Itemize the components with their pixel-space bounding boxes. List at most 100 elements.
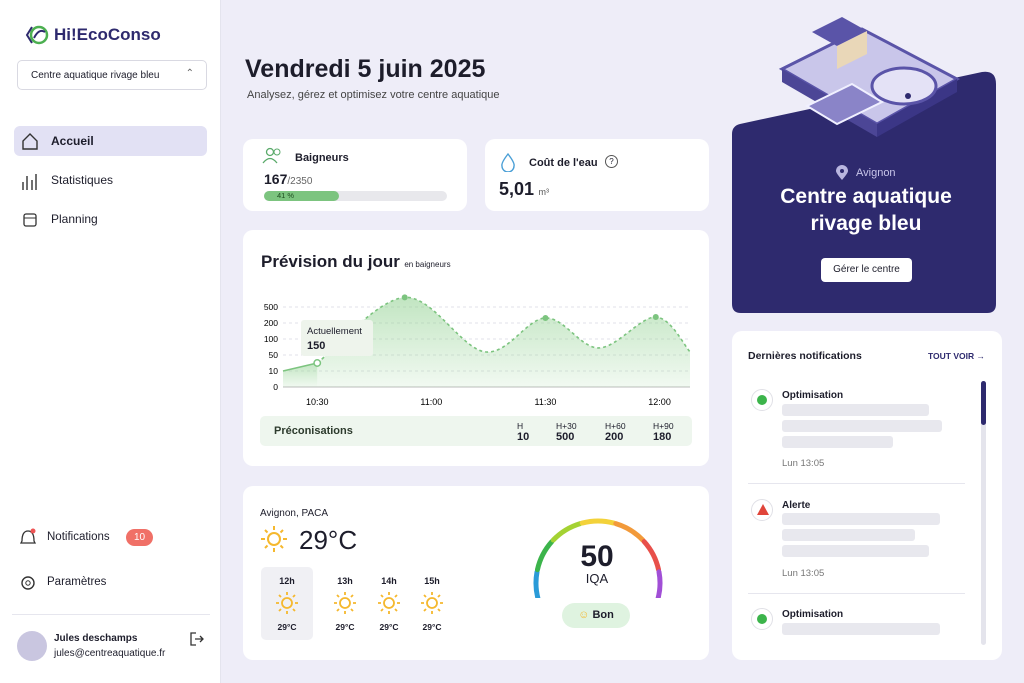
divider <box>748 593 965 594</box>
site-name: Centre aquatique rivage bleu <box>31 70 160 81</box>
decoration <box>261 526 287 552</box>
gauge-segment <box>550 521 583 543</box>
decoration <box>339 597 351 609</box>
decoration <box>757 504 769 515</box>
notifications-title: Dernières notifications <box>748 350 862 362</box>
help-icon[interactable]: ? <box>605 155 618 168</box>
x-tick-label: 12:00 <box>648 397 671 407</box>
bathers-capacity: /2350 <box>287 176 313 187</box>
y-tick-label: 10 <box>269 366 279 376</box>
notifications-card: Dernières notifications TOUT VOIR → Opti… <box>732 331 1002 660</box>
settings-link[interactable]: Paramètres <box>47 576 107 588</box>
placeholder <box>782 529 915 541</box>
menu-item[interactable]: Statistiques <box>51 173 114 187</box>
divider <box>12 614 210 615</box>
alert-icon <box>751 499 773 521</box>
current-hour-highlight <box>261 567 313 640</box>
decoration <box>334 592 356 614</box>
recommendation-column: H+60 <box>605 421 626 431</box>
current-value: 150 <box>307 340 326 352</box>
see-all-text: TOUT VOIR <box>928 351 975 361</box>
decoration <box>21 576 35 590</box>
decoration <box>378 592 400 614</box>
bathers-count: 167 <box>264 171 288 187</box>
predicted-area <box>317 297 690 387</box>
hour-label: 13h <box>337 576 353 586</box>
forecast-card: Prévision du jour en baigneurs 0 10 50 100 2… <box>243 230 709 466</box>
hour-sun <box>332 590 358 621</box>
notification-type: Optimisation <box>782 609 844 620</box>
recommendations: Préconisations H 10 H+30 500 H+60 200 H+90 180 <box>260 416 692 446</box>
forecast-title: Prévision du jour <box>261 252 400 271</box>
avatar <box>17 631 47 661</box>
occupancy-label: 41 % <box>277 191 295 200</box>
placeholder <box>782 404 929 416</box>
logo-icon <box>25 25 49 45</box>
decoration <box>804 82 885 126</box>
y-tick-label: 100 <box>264 334 278 344</box>
forecast-subtitle: en baigneurs <box>404 260 451 269</box>
menu-item[interactable]: Accueil <box>14 126 207 156</box>
drop-icon <box>501 152 515 172</box>
current-tooltip: Actuellement 150 <box>301 320 373 356</box>
bathers-label: Baigneurs <box>295 152 349 164</box>
recommendation-column: H+90 <box>653 421 674 431</box>
notifications-link[interactable]: Notifications <box>47 531 110 543</box>
chevron: ⌃ <box>185 68 194 79</box>
decoration <box>265 147 275 157</box>
bathers-count-row: 167/2350 <box>264 171 312 189</box>
decoration <box>29 25 49 45</box>
center-name: Centre aquatique rivage bleu <box>780 185 952 235</box>
pool-illustration <box>778 17 961 137</box>
aqi-value: 50 <box>580 540 614 573</box>
decoration <box>378 592 400 614</box>
decoration <box>22 133 38 150</box>
hour-temp: 29°C <box>379 622 399 632</box>
decoration <box>334 592 356 614</box>
user-email: jules@centreaquatique.fr <box>54 648 166 659</box>
decoration <box>33 29 46 39</box>
x-tick-label: 11:30 <box>535 397 557 407</box>
water-value: 5,01 <box>499 179 535 199</box>
placeholder <box>782 545 929 557</box>
decoration <box>276 592 298 614</box>
user-name: Jules deschamps <box>54 633 138 644</box>
decoration <box>840 169 844 173</box>
actual-area <box>283 363 318 387</box>
aqi-status: ☺ Bon <box>562 603 630 628</box>
notification-time: Lun 13:05 <box>782 568 825 579</box>
gauge-segment <box>534 539 555 573</box>
bottom-icons <box>19 528 37 590</box>
notification-type: Alerte <box>782 500 811 511</box>
site-select[interactable]: Centre aquatique rivage bleu ⌃ <box>17 60 207 90</box>
water-card: Coût de l'eau ? 5,01 m³ <box>485 139 709 211</box>
menu-item[interactable]: Planning <box>51 212 98 226</box>
decoration <box>421 592 443 614</box>
gauge-segment <box>579 518 617 526</box>
logout[interactable] <box>189 631 205 647</box>
decoration <box>262 157 278 164</box>
gauge-segment <box>655 569 663 598</box>
see-all-link[interactable]: TOUT VOIR → <box>928 351 985 361</box>
divider <box>748 483 965 484</box>
hour-label: 15h <box>424 576 440 586</box>
location-icon <box>836 165 848 180</box>
decoration <box>25 26 33 44</box>
current-label: Actuellement <box>307 326 362 337</box>
decoration <box>22 174 37 190</box>
manage-center-button[interactable]: Gérer le centre <box>821 258 912 282</box>
aqi-status-text: Bon <box>592 609 614 621</box>
sun-icon <box>261 526 287 552</box>
hour-temp: 29°C <box>335 622 355 632</box>
water-label: Coût de l'eau <box>529 157 598 169</box>
placeholder <box>782 623 940 635</box>
decoration <box>421 592 443 614</box>
placeholder <box>782 436 893 448</box>
hour-label: 12h <box>279 576 295 586</box>
hour-sun <box>376 590 402 621</box>
decoration <box>837 31 867 69</box>
decoration <box>732 71 996 313</box>
weather-card: Avignon, PACA 29°C 12h 29°C 13h 29°C 14h 29°C… <box>243 486 709 660</box>
gauge-segment <box>641 539 662 573</box>
water-value-row: 5,01 m³ <box>499 179 549 200</box>
